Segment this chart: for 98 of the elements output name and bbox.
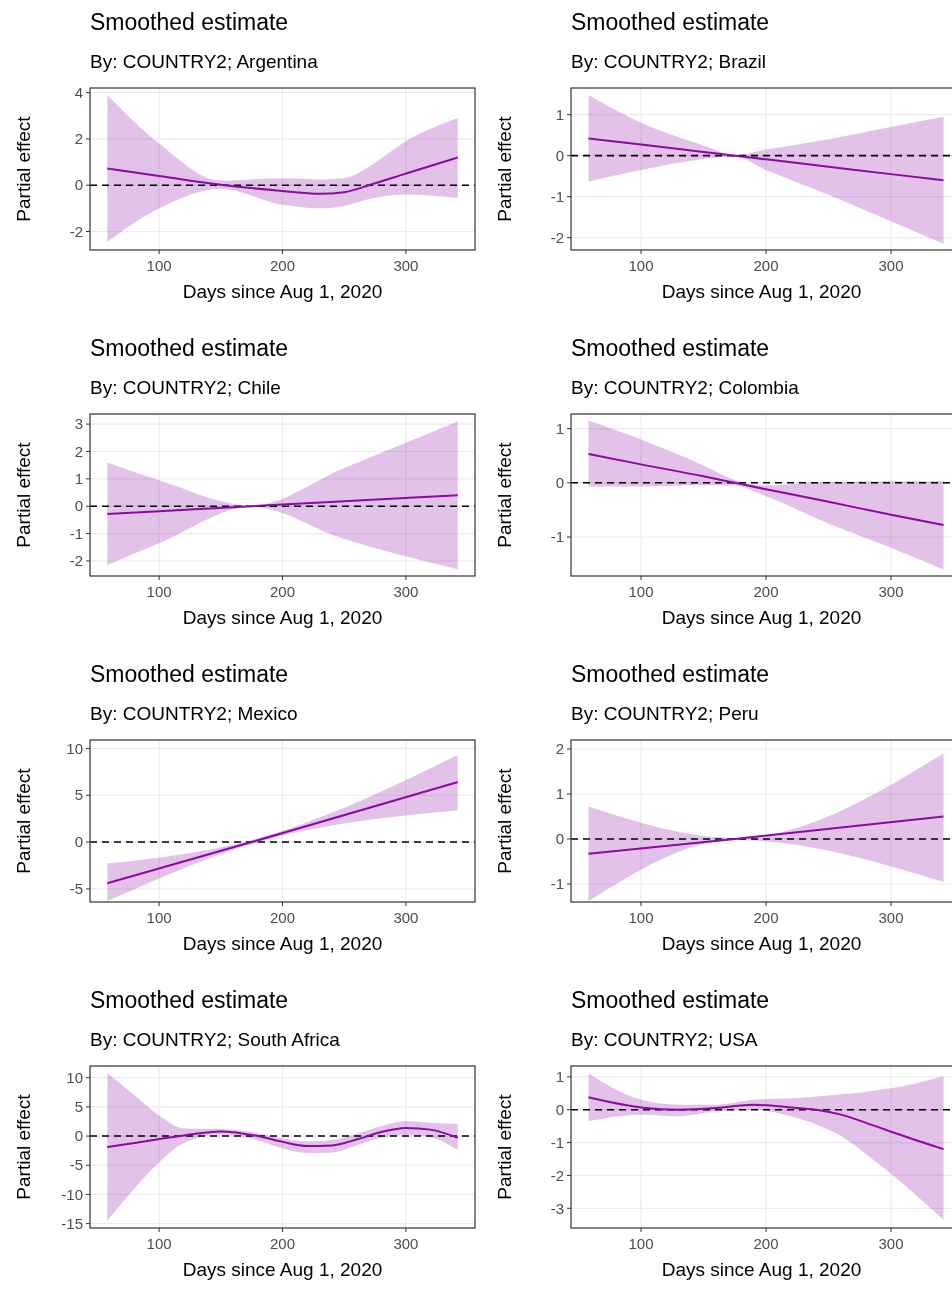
y-tick-label: -3 (550, 1199, 564, 1217)
line-series (587, 137, 945, 182)
x-axis-title: Days since Aug 1, 2020 (182, 607, 383, 628)
y-tick-label: 0 (74, 833, 83, 851)
y-tick-label: 5 (74, 786, 83, 804)
chart-title: Smoothed estimate (90, 9, 289, 35)
x-tick-label: 200 (753, 257, 779, 274)
y-tick-label: 2 (555, 740, 564, 758)
chart-title: Smoothed estimate (90, 661, 289, 687)
chart-subtitle: By: COUNTRY2; USA (571, 1029, 758, 1050)
x-axis-title: Days since Aug 1, 2020 (182, 1259, 383, 1280)
chart-title: Smoothed estimate (571, 661, 770, 687)
y-tick-label: -15 (61, 1214, 83, 1232)
y-axis-title: Partial effect (494, 1093, 515, 1200)
x-tick-label: 200 (269, 909, 296, 926)
y-tick-label: -1 (550, 1133, 564, 1151)
y-tick-label: 0 (74, 1127, 83, 1145)
x-tick-label: 100 (146, 1235, 172, 1252)
y-tick-label: 2 (74, 130, 83, 148)
y-tick-label: 0 (555, 1100, 564, 1118)
y-tick-label: -5 (69, 880, 83, 898)
x-tick-label: 100 (146, 583, 172, 600)
line-series (106, 1126, 459, 1149)
x-axis-title: Days since Aug 1, 2020 (182, 281, 383, 302)
chart-subtitle: By: COUNTRY2; Brazil (571, 51, 766, 72)
chart-title: Smoothed estimate (571, 987, 770, 1013)
y-tick-label: 5 (74, 1098, 83, 1116)
chart-subtitle: By: COUNTRY2; Peru (571, 703, 759, 724)
line-series (587, 1096, 945, 1151)
chart-title: Smoothed estimate (571, 9, 770, 35)
y-tick-label: 10 (66, 739, 83, 757)
line-series (106, 156, 459, 195)
y-tick-label: -10 (61, 1185, 83, 1203)
chart-subtitle: By: COUNTRY2; Colombia (571, 377, 800, 398)
y-axis-title: Partial effect (494, 441, 515, 548)
x-tick-label: 300 (878, 583, 904, 600)
x-tick-label: 100 (628, 1235, 654, 1252)
y-tick-label: 10 (66, 1068, 83, 1086)
y-tick-label: 0 (74, 176, 83, 194)
y-tick-label: -1 (550, 187, 564, 205)
line-series (587, 453, 945, 527)
y-axis-title: Partial effect (13, 767, 34, 874)
x-tick-label: 200 (269, 1235, 296, 1252)
x-tick-label: 300 (393, 257, 419, 274)
y-axis-title: Partial effect (494, 767, 515, 874)
y-tick-label: -5 (69, 1156, 83, 1174)
y-tick-label: 4 (74, 83, 83, 101)
x-tick-label: 100 (628, 583, 654, 600)
y-tick-label: -1 (69, 524, 83, 542)
y-tick-label: 1 (74, 470, 83, 488)
y-tick-label: 0 (74, 497, 83, 515)
x-axis-title: Days since Aug 1, 2020 (182, 933, 383, 954)
chart-subtitle: By: COUNTRY2; South Africa (90, 1029, 341, 1050)
y-tick-label: -2 (69, 552, 83, 570)
x-axis-title: Days since Aug 1, 2020 (661, 1259, 862, 1280)
x-tick-label: 100 (146, 257, 172, 274)
y-tick-label: 1 (555, 419, 564, 437)
x-tick-label: 300 (393, 909, 419, 926)
chart-subtitle: By: COUNTRY2; Mexico (90, 703, 298, 724)
x-tick-label: 300 (878, 1235, 904, 1252)
x-tick-label: 200 (753, 909, 779, 926)
y-tick-label: 0 (555, 830, 564, 848)
y-tick-label: 2 (74, 442, 83, 460)
x-tick-label: 100 (628, 257, 654, 274)
chart-subtitle: By: COUNTRY2; Chile (90, 377, 281, 398)
y-tick-label: -2 (550, 1166, 564, 1184)
x-tick-label: 200 (269, 257, 296, 274)
y-tick-label: 0 (555, 146, 564, 164)
x-tick-label: 200 (269, 583, 296, 600)
x-tick-label: 200 (753, 1235, 779, 1252)
x-tick-label: 200 (753, 583, 779, 600)
y-tick-label: 1 (555, 105, 564, 123)
y-axis-title: Partial effect (13, 441, 34, 548)
y-tick-label: 1 (555, 1068, 564, 1086)
chart-title: Smoothed estimate (90, 335, 289, 361)
y-axis-title: Partial effect (13, 115, 34, 222)
x-tick-label: 100 (146, 909, 172, 926)
x-tick-label: 300 (393, 583, 419, 600)
y-tick-label: -1 (550, 875, 564, 893)
x-tick-label: 300 (878, 257, 904, 274)
line-series (106, 494, 459, 515)
chart-subtitle: By: COUNTRY2; Argentina (90, 51, 319, 72)
y-tick-label: 1 (555, 785, 564, 803)
x-axis-title: Days since Aug 1, 2020 (661, 281, 862, 302)
y-tick-label: 0 (555, 474, 564, 492)
x-tick-label: 300 (878, 909, 904, 926)
x-axis-title: Days since Aug 1, 2020 (661, 607, 862, 628)
y-tick-label: -1 (550, 528, 564, 546)
chart-title: Smoothed estimate (90, 987, 289, 1013)
y-tick-label: 3 (74, 415, 83, 433)
y-axis-title: Partial effect (494, 115, 515, 222)
x-tick-label: 100 (628, 909, 654, 926)
y-tick-label: -2 (69, 222, 83, 240)
y-tick-label: -2 (550, 228, 564, 246)
x-axis-title: Days since Aug 1, 2020 (661, 933, 862, 954)
chart-title: Smoothed estimate (571, 335, 770, 361)
y-axis-title: Partial effect (13, 1093, 34, 1200)
x-tick-label: 300 (393, 1235, 419, 1252)
